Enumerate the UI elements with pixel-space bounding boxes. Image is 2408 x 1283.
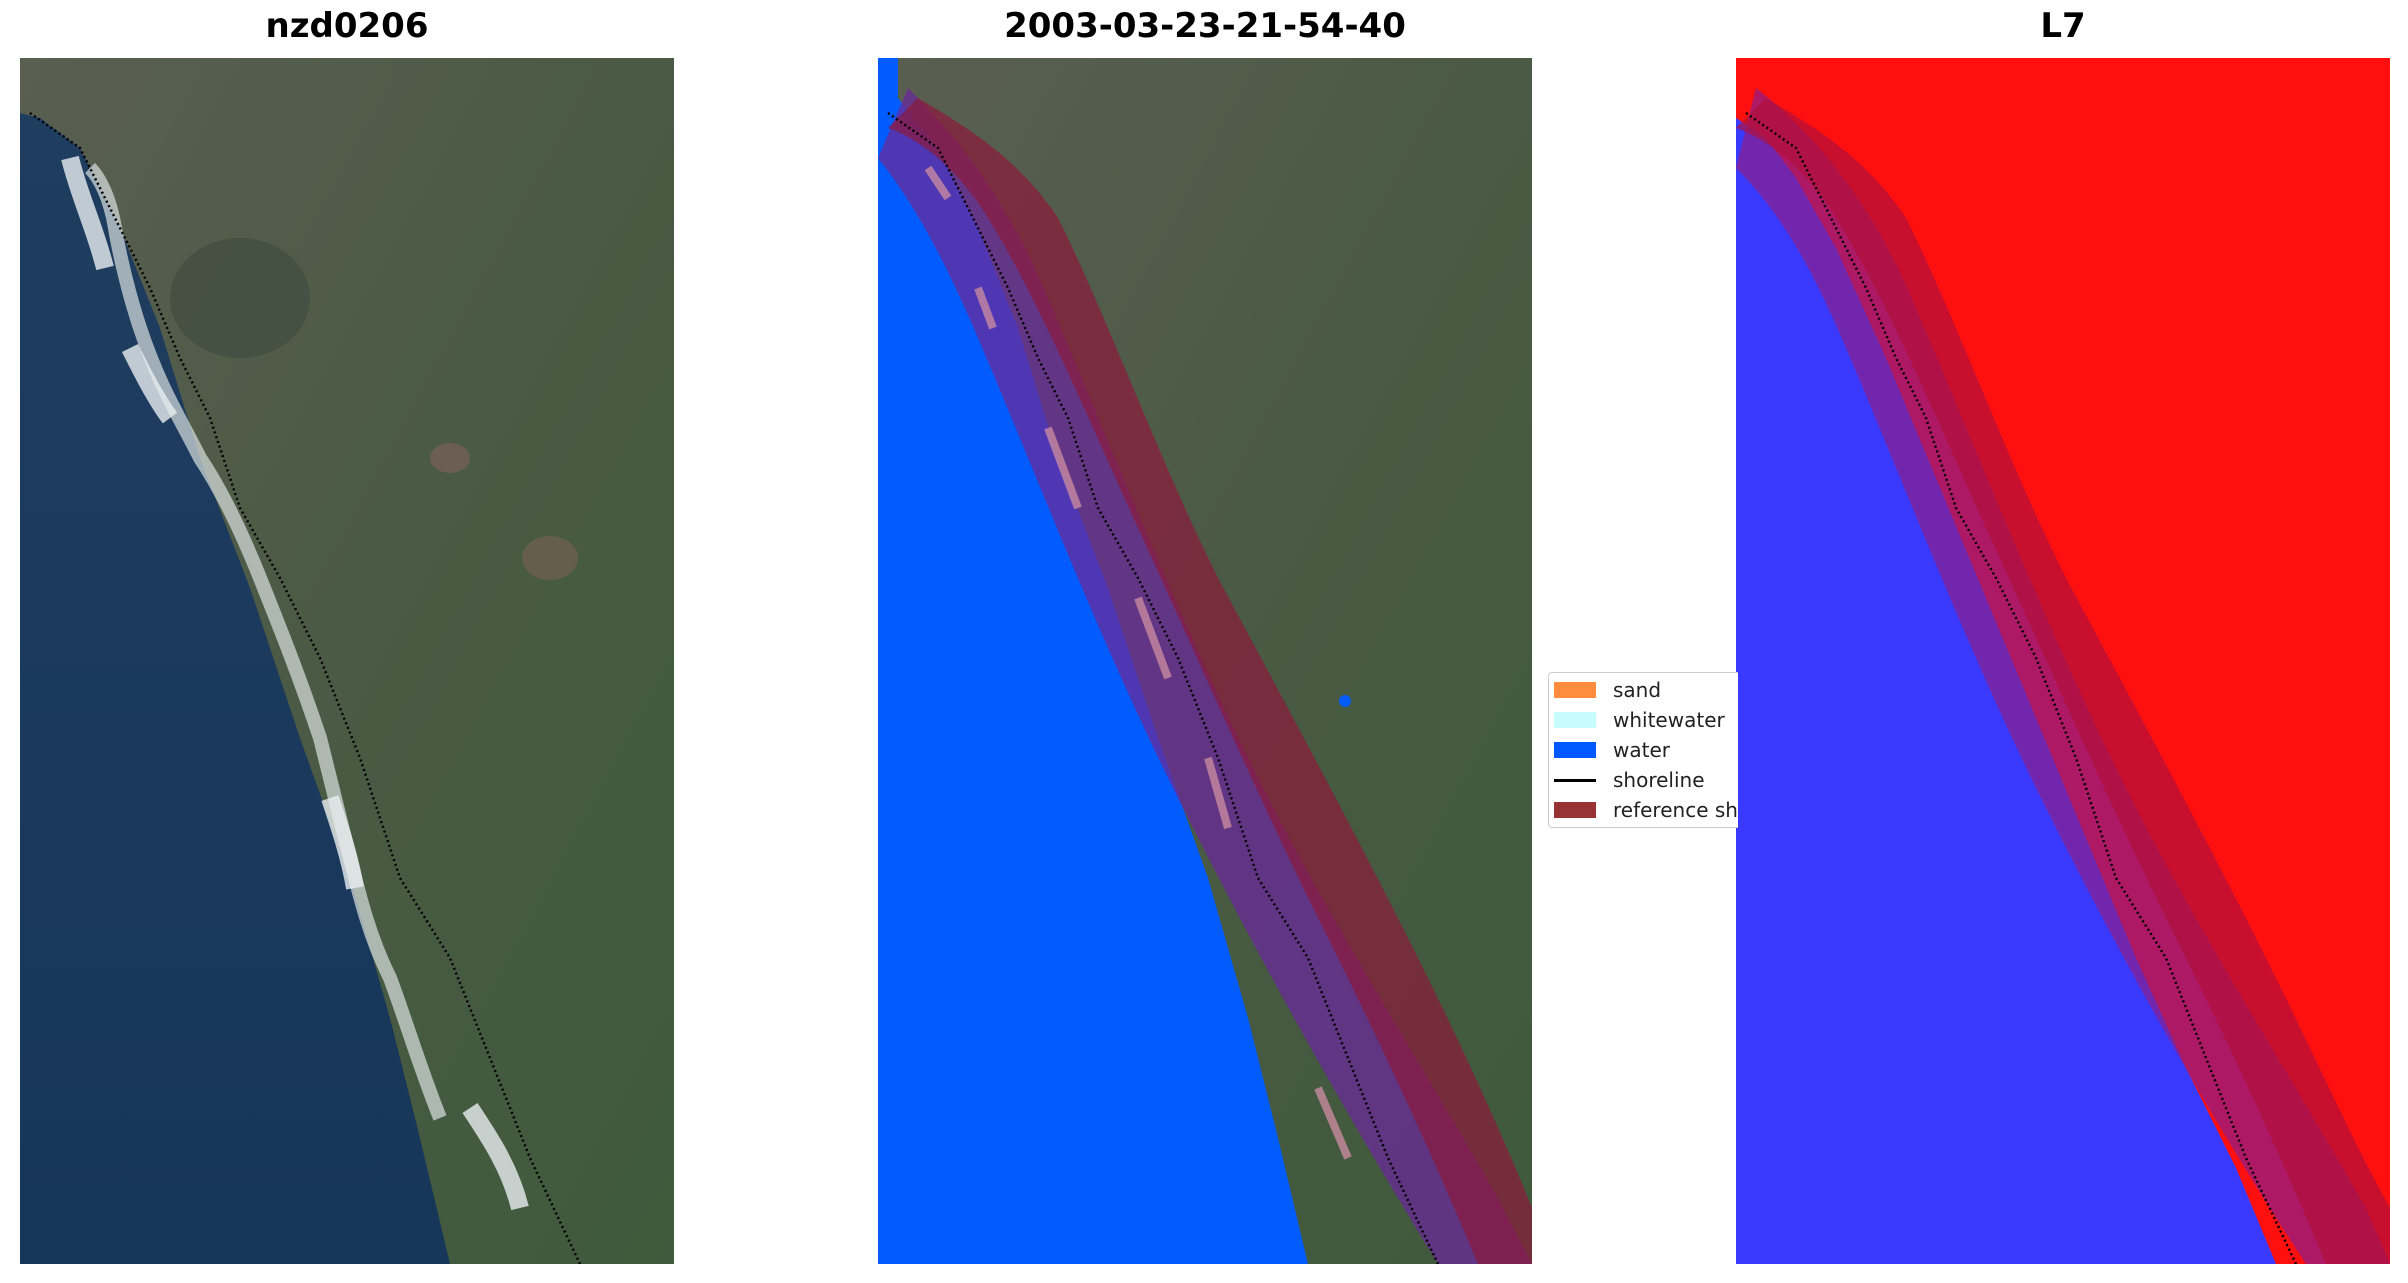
legend-item-reference-shoreline: reference sh: [1549, 795, 1738, 825]
classified-image: [878, 58, 1532, 1264]
panel-title-index: L7: [2040, 6, 2086, 46]
legend-label-reference: reference sh: [1613, 798, 1738, 822]
rgb-image-panel: [20, 58, 674, 1264]
legend-swatch-sand: [1554, 682, 1596, 698]
legend-item-water: water: [1549, 735, 1738, 765]
legend-label-sand: sand: [1613, 678, 1662, 702]
panel-title-classified: 2003-03-23-21-54-40: [1004, 6, 1406, 46]
legend-label-water: water: [1613, 738, 1670, 762]
legend: sand whitewater water shoreline referenc…: [1548, 672, 1738, 828]
legend-swatch-whitewater: [1554, 712, 1596, 728]
rgb-image: [20, 58, 674, 1264]
classified-image-panel: [878, 58, 1532, 1264]
legend-swatch-shoreline: [1554, 778, 1596, 782]
legend-item-whitewater: whitewater: [1549, 705, 1738, 735]
legend-label-whitewater: whitewater: [1613, 708, 1725, 732]
legend-swatch-reference: [1554, 802, 1596, 818]
index-image: [1736, 58, 2390, 1264]
legend-item-shoreline: shoreline: [1549, 765, 1738, 795]
panel-title-rgb: nzd0206: [265, 6, 429, 46]
legend-item-sand: sand: [1549, 675, 1738, 705]
shoreline-line: [1745, 111, 2298, 1264]
legend-label-shoreline: shoreline: [1613, 768, 1705, 792]
shoreline-line: [887, 111, 1440, 1264]
legend-swatch-water: [1554, 742, 1596, 758]
shoreline-line: [29, 111, 582, 1264]
index-image-panel: [1736, 58, 2390, 1264]
